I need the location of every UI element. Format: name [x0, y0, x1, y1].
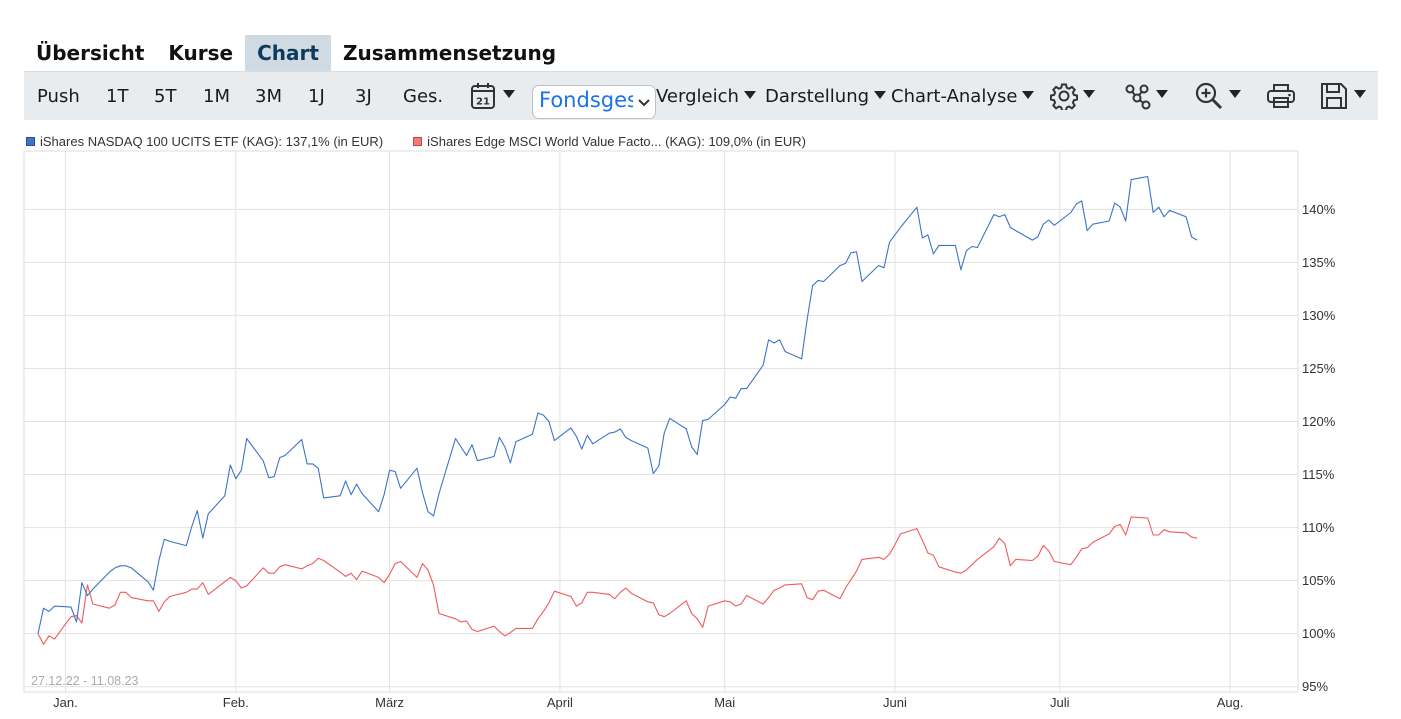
y-tick-label: 110%	[1302, 520, 1335, 535]
period-5t[interactable]: 5T	[154, 86, 177, 107]
settings-icon	[1050, 83, 1078, 110]
calendar-button[interactable]: 21	[470, 80, 515, 112]
menu-vergleich[interactable]: Vergleich	[656, 72, 756, 120]
series-line	[37, 175, 1198, 634]
zoom-button[interactable]	[1194, 80, 1241, 112]
fondsgesellschaft-select[interactable]: Fondsgesellschaft	[532, 85, 656, 119]
settings-button[interactable]	[1050, 80, 1095, 112]
period-1m[interactable]: 1M	[203, 86, 230, 107]
y-tick-label: 130%	[1302, 308, 1336, 323]
y-tick-label: 120%	[1302, 414, 1336, 429]
legend-swatch	[26, 137, 35, 146]
save-button[interactable]	[1319, 80, 1366, 112]
legend-item-msci-value[interactable]: iShares Edge MSCI World Value Facto... (…	[413, 134, 806, 149]
y-axis-labels: 95% 100% 105% 110% 115% 120% 125% 130% 135% 140%	[1302, 202, 1336, 694]
svg-text:21: 21	[476, 97, 490, 108]
legend-swatch	[413, 137, 423, 146]
x-tick-label: Feb.	[223, 695, 249, 710]
chart-toolbar: Push 1T 5T 1M 3M 1J 3J Ges. 21 Fondsgese…	[24, 71, 1378, 120]
caret-down-icon	[1229, 90, 1241, 98]
y-tick-label: 115%	[1302, 467, 1335, 482]
menu-chart-analyse[interactable]: Chart-Analyse	[891, 72, 1035, 120]
legend-item-nasdaq[interactable]: iShares NASDAQ 100 UCITS ETF (KAG): 137,…	[26, 134, 383, 149]
y-tick-label: 125%	[1302, 361, 1336, 376]
tab-uebersicht[interactable]: Übersicht	[36, 41, 145, 65]
y-tick-label: 135%	[1302, 255, 1336, 270]
x-tick-label: Aug.	[1217, 695, 1244, 710]
caret-down-icon	[1083, 90, 1095, 98]
chevron-down-icon	[633, 86, 655, 118]
x-tick-label: März	[375, 695, 404, 710]
y-tick-label: 95%	[1302, 679, 1328, 694]
series-line	[37, 516, 1198, 645]
caret-down-icon	[503, 90, 515, 98]
period-3m[interactable]: 3M	[255, 86, 282, 107]
zoom-in-icon	[1195, 82, 1223, 110]
date-range-label: 27.12.22 - 11.08.23	[31, 674, 139, 688]
x-tick-label: April	[547, 695, 573, 710]
print-icon	[1267, 84, 1295, 108]
y-tick-label: 100%	[1302, 626, 1336, 641]
period-ges[interactable]: Ges.	[403, 86, 444, 107]
legend-label: iShares NASDAQ 100 UCITS ETF (KAG): 137,…	[40, 134, 384, 149]
print-button[interactable]	[1266, 80, 1296, 112]
period-push[interactable]: Push	[37, 86, 80, 107]
x-axis-labels: Jan. Feb. März April Mai Juni Juli Aug.	[53, 695, 1243, 710]
tab-chart[interactable]: Chart	[245, 35, 331, 79]
calendar-icon: 21	[471, 83, 495, 109]
caret-down-icon	[874, 91, 887, 99]
caret-down-icon	[743, 91, 756, 99]
legend-label: iShares Edge MSCI World Value Facto... (…	[427, 134, 806, 149]
y-tick-label: 140%	[1302, 202, 1336, 217]
chart-legend: iShares NASDAQ 100 UCITS ETF (KAG): 137,…	[26, 134, 806, 149]
tab-zusammensetzung[interactable]: Zusammensetzung	[342, 41, 557, 65]
period-1t[interactable]: 1T	[106, 86, 129, 107]
indicators-button[interactable]	[1123, 80, 1168, 112]
caret-down-icon	[1354, 90, 1366, 98]
tab-kurse[interactable]: Kurse	[168, 41, 234, 65]
indicators-icon	[1125, 84, 1151, 110]
series-lines	[37, 175, 1198, 645]
x-tick-label: Juni	[883, 695, 907, 710]
save-icon	[1321, 83, 1347, 109]
y-tick-label: 105%	[1302, 573, 1336, 588]
x-tick-label: Mai	[714, 695, 735, 710]
x-tick-label: Juli	[1050, 695, 1070, 710]
chart-tabs: Übersicht Kurse Chart Zusammensetzung	[24, 35, 568, 79]
period-3j[interactable]: 3J	[355, 86, 372, 107]
caret-down-icon	[1022, 91, 1035, 99]
period-1j[interactable]: 1J	[308, 86, 325, 107]
menu-darstellung[interactable]: Darstellung	[765, 72, 887, 120]
x-tick-label: Jan.	[53, 695, 78, 710]
caret-down-icon	[1156, 90, 1168, 98]
